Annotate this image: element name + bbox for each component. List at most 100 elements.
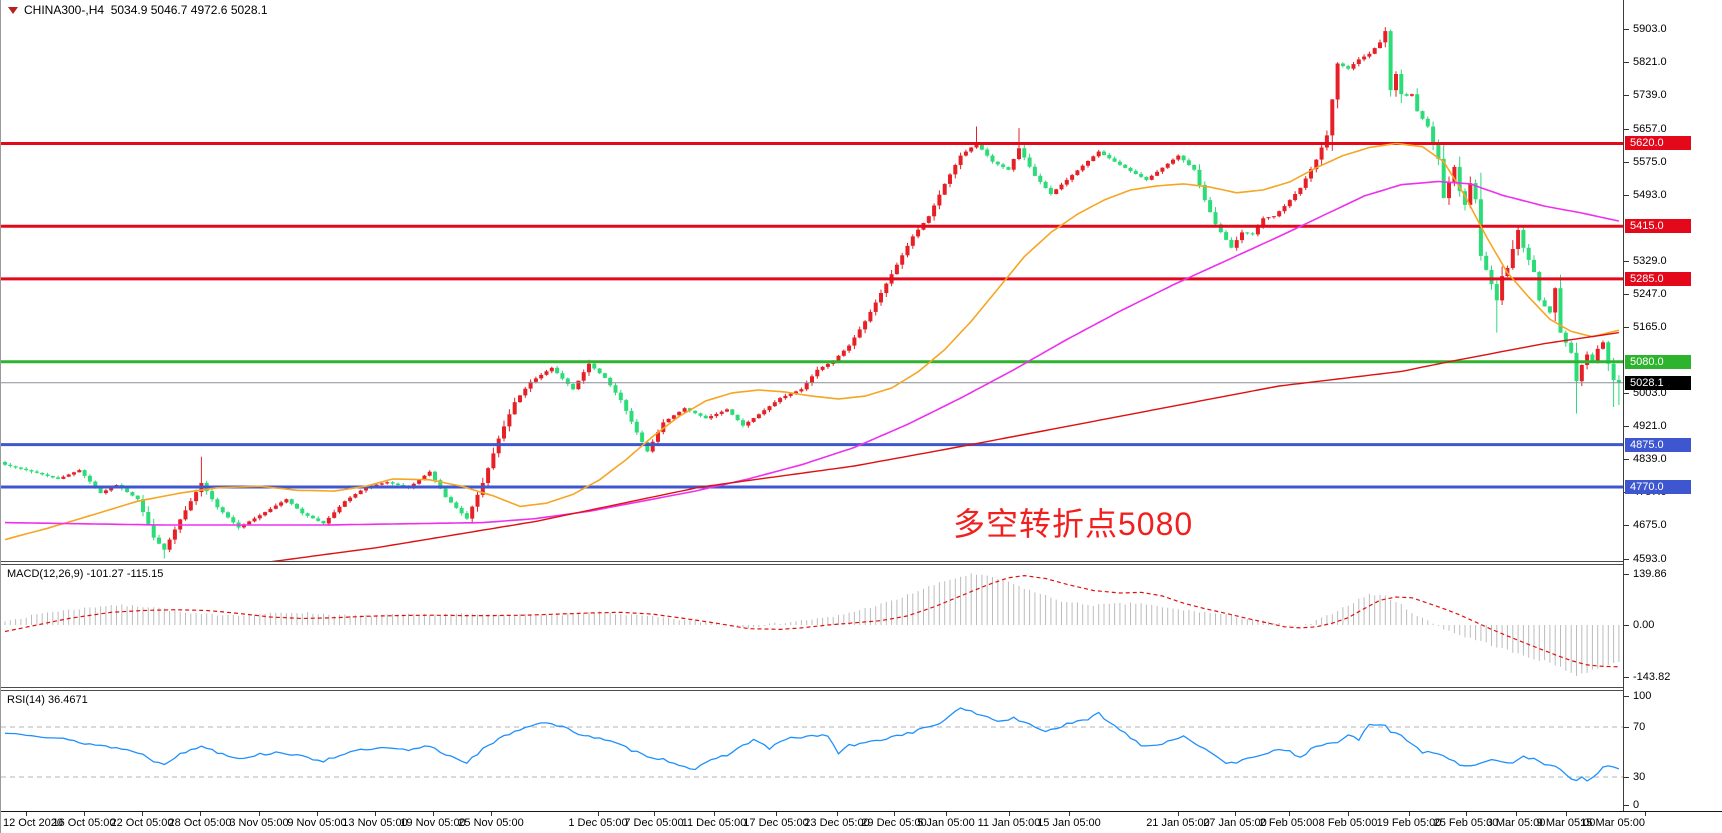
date-label: 21 Jan 05:00 <box>1146 817 1210 829</box>
candle-body <box>1102 151 1106 155</box>
rsi-chart[interactable] <box>1 691 1623 810</box>
y-axis-label: 30 <box>1633 771 1646 783</box>
candle-body <box>1155 171 1160 176</box>
candle-body <box>151 524 156 538</box>
candle-body <box>1590 354 1595 361</box>
candle-body <box>109 487 114 491</box>
panel-divider[interactable] <box>1 687 1722 688</box>
price-level-badge: 4875.0 <box>1625 438 1691 452</box>
candle-body <box>1080 165 1085 171</box>
candle-body <box>1096 151 1101 157</box>
candle-body <box>125 488 130 493</box>
candle-body <box>1165 163 1170 168</box>
axis-tick <box>1624 696 1629 697</box>
price-axis[interactable]: 5903.0 5821.0 5739.0 5657.0 5575.0 5493.0 5329… <box>1623 0 1722 833</box>
candle-body <box>1579 365 1584 382</box>
date-label: 27 Jan 05:00 <box>1203 817 1267 829</box>
candle-body <box>571 383 576 390</box>
chart-title: CHINA300-,H4 5034.9 5046.7 4972.6 5028.1 <box>8 3 268 17</box>
candle-body <box>1123 164 1128 168</box>
candle-body <box>847 345 852 351</box>
candle-body <box>746 421 751 426</box>
candle-body <box>45 474 50 476</box>
candle-body <box>475 494 480 507</box>
candle-body <box>146 512 151 525</box>
candle-body <box>454 502 459 508</box>
candle-body <box>794 391 798 394</box>
candle-body <box>34 471 39 473</box>
time-axis-tick <box>1235 812 1236 816</box>
candle-body <box>77 470 82 473</box>
candle-body <box>1441 158 1446 198</box>
candle-body <box>1319 147 1324 160</box>
candle-body <box>1070 175 1075 180</box>
candle-body <box>1521 230 1526 248</box>
candle-body <box>1149 175 1154 180</box>
candle-body <box>1606 342 1611 364</box>
candle-body <box>645 442 650 452</box>
rsi-panel[interactable] <box>1 691 1623 810</box>
candle-body <box>825 363 830 367</box>
candle-body <box>220 507 225 513</box>
axis-tick <box>1624 294 1629 295</box>
candle-body <box>56 477 61 479</box>
macd-panel[interactable] <box>1 565 1623 687</box>
price-chart-panel[interactable] <box>1 0 1623 561</box>
candle-body <box>1293 194 1298 201</box>
axis-tick <box>1624 393 1629 394</box>
candle-body <box>1425 118 1430 127</box>
candle-body <box>1117 161 1122 165</box>
candle-body <box>358 490 363 495</box>
ma-slow-red <box>271 331 1620 561</box>
candle-body <box>555 367 560 374</box>
annotation-text[interactable]: 多空转折点5080 <box>953 506 1194 542</box>
candle-body <box>868 311 873 322</box>
time-axis[interactable]: 12 Oct 2020 16 Oct 05:00 22 Oct 05:00 28 Oc… <box>1 811 1722 833</box>
candle-body <box>1372 48 1377 54</box>
candle-body <box>1447 181 1451 199</box>
candle-body <box>337 506 342 513</box>
panel-divider[interactable] <box>1 561 1722 562</box>
time-axis-tick <box>84 812 85 816</box>
candle-body <box>963 151 968 156</box>
candle-body <box>422 475 427 480</box>
candle-body <box>884 283 889 293</box>
candle-body <box>18 467 23 469</box>
candle-body <box>188 501 193 511</box>
time-axis-tick <box>714 812 715 816</box>
axis-tick <box>1624 195 1629 196</box>
time-axis-tick <box>491 812 492 816</box>
candle-body <box>1038 175 1043 182</box>
candle-body <box>1006 167 1011 170</box>
candle-body <box>618 392 623 401</box>
candle-body <box>1547 306 1552 313</box>
candle-body <box>231 517 236 523</box>
candle-body <box>730 409 735 415</box>
candlestick-chart[interactable] <box>1 0 1623 561</box>
candle-body <box>295 503 299 509</box>
rsi-indicator-label: RSI(14) 36.4671 <box>7 694 88 706</box>
candle-body <box>194 492 199 502</box>
candle-body <box>953 165 958 175</box>
candle-body <box>284 499 289 503</box>
axis-tick <box>1624 129 1629 130</box>
axis-tick <box>1624 327 1629 328</box>
y-axis-label: 4675.0 <box>1633 519 1667 531</box>
y-axis-label: 139.86 <box>1633 568 1667 580</box>
macd-chart[interactable] <box>1 565 1623 687</box>
candle-body <box>417 479 422 484</box>
y-axis-label: 5903.0 <box>1633 23 1667 35</box>
candle-body <box>767 406 772 411</box>
axis-tick <box>1624 95 1629 96</box>
candle-body <box>512 402 517 415</box>
candle-body <box>1611 363 1616 380</box>
axis-tick <box>1624 574 1629 575</box>
axis-tick <box>1624 805 1629 806</box>
candle-body <box>905 245 910 256</box>
candle-body <box>650 441 655 452</box>
candle-body <box>1378 42 1382 49</box>
candle-body <box>677 411 682 416</box>
candle-body <box>1059 184 1064 190</box>
y-axis-label: 70 <box>1633 721 1646 733</box>
candle-body <box>1001 164 1006 168</box>
